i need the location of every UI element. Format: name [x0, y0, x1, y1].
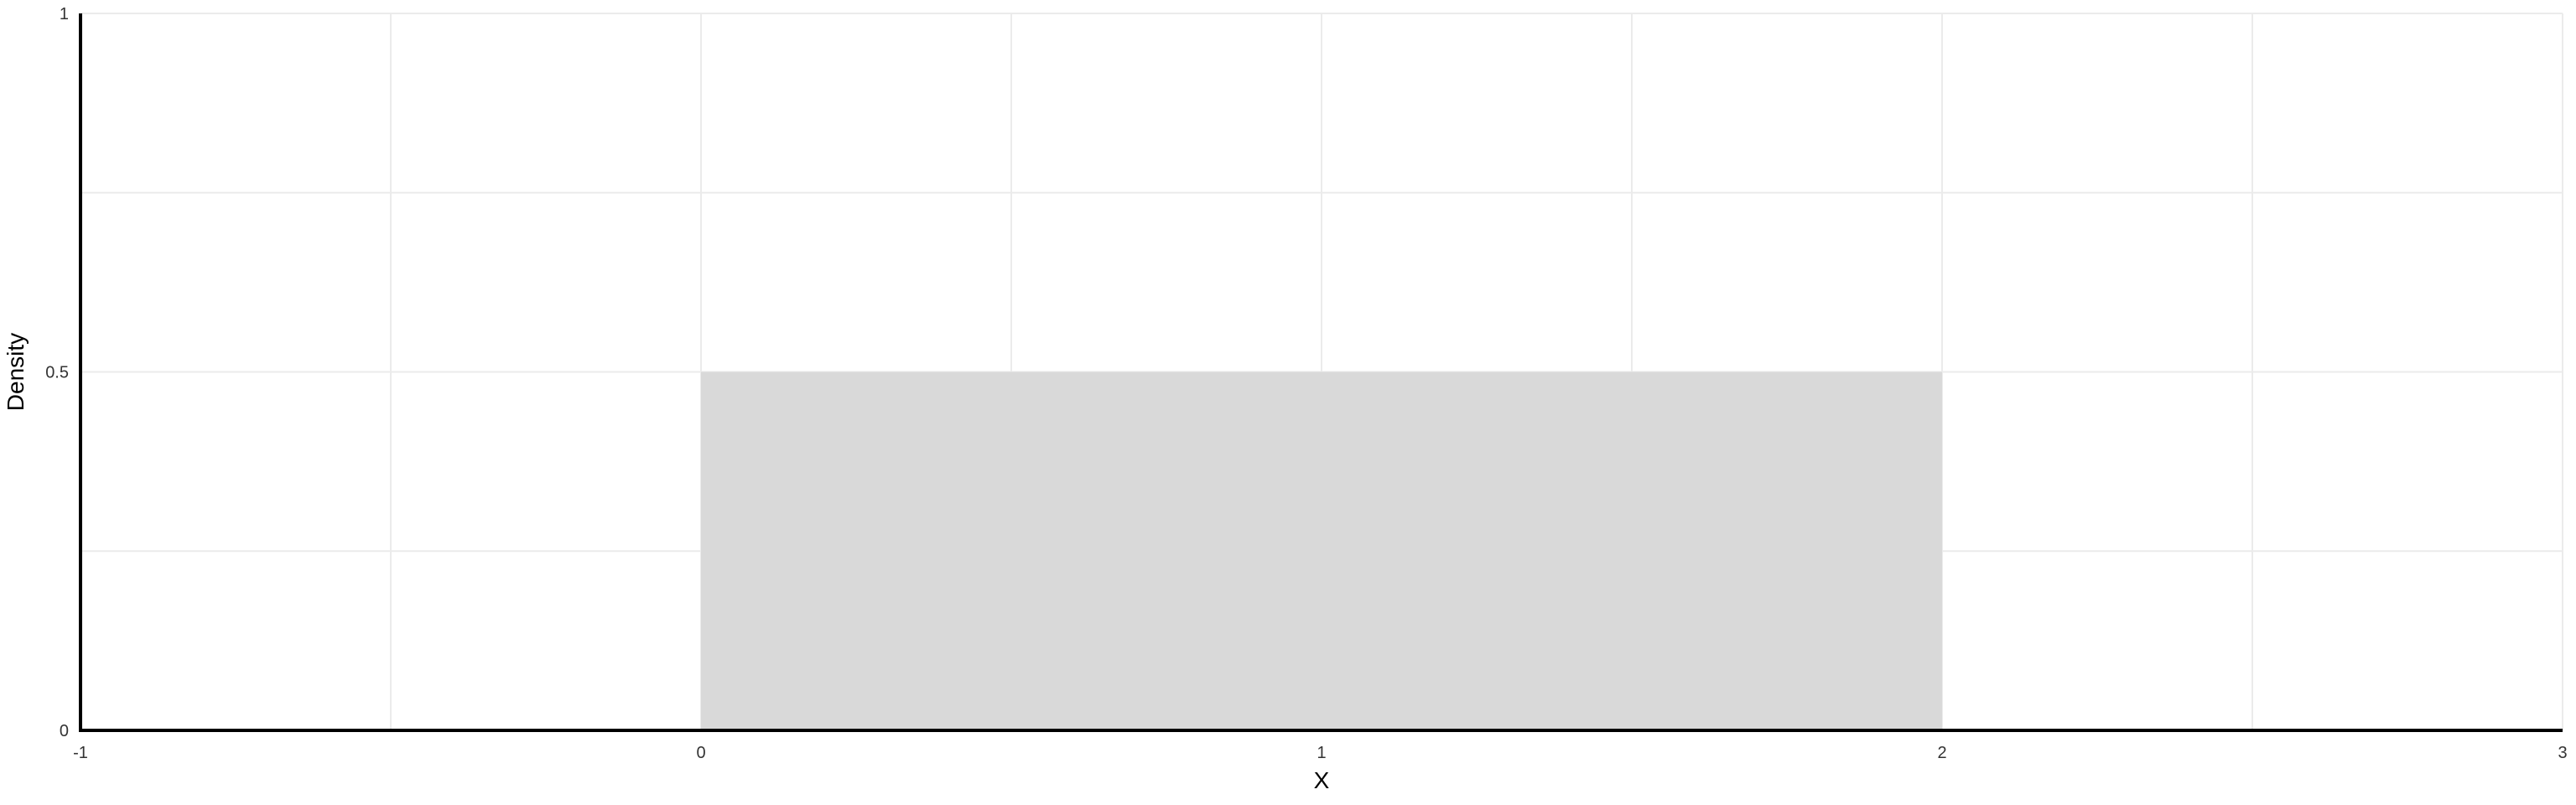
y-axis-title: Density [3, 333, 29, 411]
tick-labels: -1 0 1 2 300.51 [45, 5, 2567, 762]
density-area [701, 371, 1942, 730]
x-tick-label: 1 [1317, 744, 1326, 762]
x-axis-title: X [1314, 767, 1330, 793]
x-tick-label: 3 [2558, 744, 2567, 762]
y-tick-label: 0.5 [45, 364, 69, 382]
y-tick-label: 1 [60, 5, 69, 23]
y-tick-label: 0 [60, 722, 69, 740]
x-tick-label: 0 [696, 744, 705, 762]
plot-area [701, 371, 1942, 730]
x-tick-label: 2 [1937, 744, 1946, 762]
axes [79, 13, 2563, 732]
x-tick-label: -1 [73, 744, 88, 762]
